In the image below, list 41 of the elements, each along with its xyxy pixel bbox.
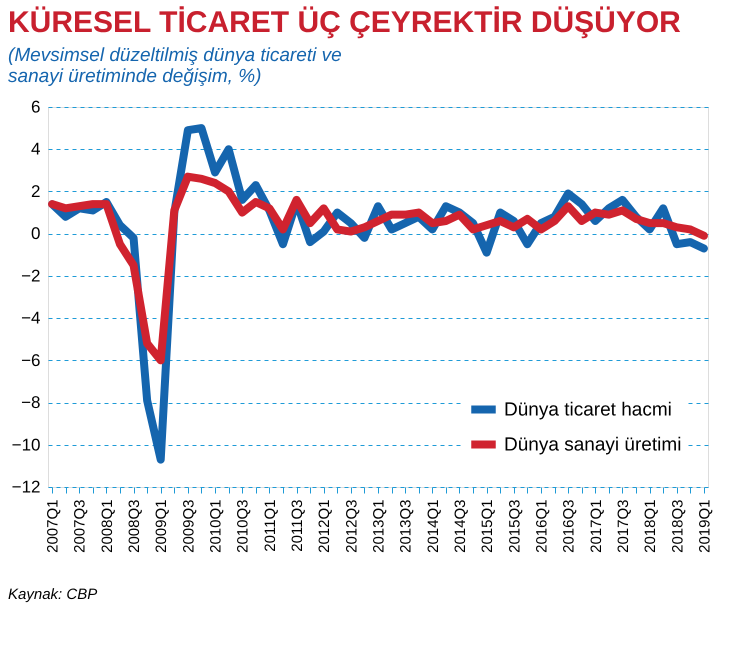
x-tick-label: 2010Q3 xyxy=(234,500,252,553)
y-tick-label: 2 xyxy=(31,182,40,201)
x-tick-label: 2016Q3 xyxy=(560,500,578,553)
y-tick-label: −6 xyxy=(21,350,40,370)
text: sanayi üretiminde değişim, %) xyxy=(8,66,262,87)
x-tick-label: 2018Q3 xyxy=(669,500,686,553)
legend-label: Dünya ticaret hacmi xyxy=(504,400,672,420)
x-tick-label: 2016Q1 xyxy=(533,500,550,553)
x-tick-label: 2011Q1 xyxy=(262,500,279,552)
x-tick-label: 2009Q3 xyxy=(180,500,198,553)
x-tick-label: 2009Q1 xyxy=(153,500,170,553)
x-tick-label: 2013Q3 xyxy=(398,500,415,553)
x-tick-label: 2018Q1 xyxy=(642,500,660,553)
legend-label: Dünya sanayi üretimi xyxy=(504,434,682,456)
x-tick-label: 2011Q3 xyxy=(289,500,306,552)
y-tick-label: 4 xyxy=(31,140,40,159)
y-tick-label: −2 xyxy=(21,266,40,286)
x-tick-label: 2007Q3 xyxy=(72,500,89,553)
x-tick-label: 2012Q3 xyxy=(343,500,360,553)
y-tick-label: −12 xyxy=(12,478,40,496)
x-tick-label: 2013Q1 xyxy=(370,500,388,553)
x-tick-label: 2008Q3 xyxy=(126,500,144,553)
x-tick-label: 2019Q1 xyxy=(696,500,714,553)
y-tick-label: −10 xyxy=(12,435,40,454)
x-tick-label: 2012Q1 xyxy=(316,500,334,553)
x-tick-label: 2015Q1 xyxy=(479,500,496,553)
chart-title: KÜRESEL TİCARET ÜÇ ÇEYREKTİR DÜŞÜYOR xyxy=(8,6,682,39)
y-tick-label: 0 xyxy=(31,224,40,244)
y-tick-label: −4 xyxy=(21,308,40,328)
x-tick-label: 2014Q1 xyxy=(424,500,442,553)
x-tick-label: 2017Q3 xyxy=(614,500,632,553)
text: Kaynak: CBP xyxy=(8,586,98,603)
x-tick-label: 2015Q3 xyxy=(506,500,524,553)
x-tick-label: 2017Q1 xyxy=(588,500,605,553)
text: (Mevsimsel düzeltilmiş dünya ticareti ve xyxy=(8,45,342,66)
x-tick-label: 2008Q1 xyxy=(98,500,116,553)
y-tick-label: −8 xyxy=(21,393,40,412)
y-tick-label: 6 xyxy=(31,98,40,116)
x-tick-label: 2014Q3 xyxy=(452,500,469,553)
x-tick-label: 2007Q1 xyxy=(44,500,62,553)
x-tick-label: 2010Q1 xyxy=(208,500,225,553)
